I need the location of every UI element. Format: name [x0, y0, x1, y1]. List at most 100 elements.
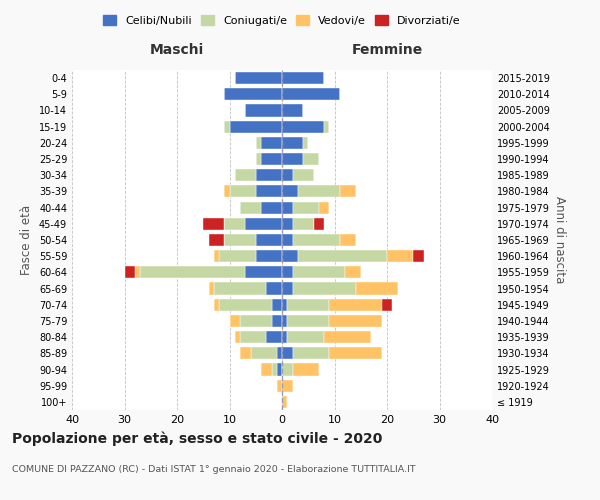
Bar — [235, 331, 240, 343]
Bar — [245, 266, 282, 278]
Bar — [282, 380, 293, 392]
Bar — [293, 364, 319, 376]
Bar — [282, 331, 287, 343]
Bar — [235, 169, 256, 181]
Bar — [256, 169, 282, 181]
Bar — [329, 298, 382, 311]
Bar — [240, 315, 271, 327]
Bar — [314, 218, 324, 230]
Bar — [256, 186, 282, 198]
Bar — [271, 364, 277, 376]
Bar — [355, 282, 398, 294]
Bar — [125, 266, 135, 278]
Bar — [345, 266, 361, 278]
Bar — [324, 331, 371, 343]
Bar — [329, 315, 382, 327]
Text: COMUNE DI PAZZANO (RC) - Dati ISTAT 1° gennaio 2020 - Elaborazione TUTTITALIA.IT: COMUNE DI PAZZANO (RC) - Dati ISTAT 1° g… — [12, 466, 416, 474]
Bar — [224, 120, 229, 132]
Bar — [340, 186, 355, 198]
Bar — [303, 153, 319, 165]
Bar — [293, 282, 355, 294]
Bar — [256, 137, 261, 149]
Legend: Celibi/Nubili, Coniugati/e, Vedovi/e, Divorziati/e: Celibi/Nubili, Coniugati/e, Vedovi/e, Di… — [99, 10, 465, 30]
Bar — [245, 218, 282, 230]
Bar — [298, 250, 387, 262]
Bar — [293, 266, 345, 278]
Bar — [240, 202, 261, 213]
Bar — [214, 298, 219, 311]
Bar — [340, 234, 355, 246]
Bar — [224, 218, 245, 230]
Bar — [266, 331, 282, 343]
Bar — [293, 348, 329, 360]
Bar — [271, 298, 282, 311]
Bar — [319, 202, 329, 213]
Text: Popolazione per età, sesso e stato civile - 2020: Popolazione per età, sesso e stato civil… — [12, 431, 382, 446]
Text: Femmine: Femmine — [352, 43, 422, 57]
Bar — [298, 186, 340, 198]
Bar — [203, 218, 224, 230]
Bar — [387, 250, 413, 262]
Bar — [287, 331, 324, 343]
Bar — [413, 250, 424, 262]
Bar — [224, 234, 256, 246]
Text: Maschi: Maschi — [150, 43, 204, 57]
Bar — [293, 169, 314, 181]
Bar — [282, 120, 324, 132]
Bar — [261, 153, 282, 165]
Bar — [282, 218, 293, 230]
Bar — [266, 282, 282, 294]
Bar — [235, 72, 282, 84]
Bar — [209, 282, 214, 294]
Bar — [282, 72, 324, 84]
Bar — [229, 120, 282, 132]
Bar — [282, 169, 293, 181]
Bar — [245, 104, 282, 117]
Bar — [287, 315, 329, 327]
Bar — [219, 298, 271, 311]
Y-axis label: Fasce di età: Fasce di età — [20, 205, 33, 275]
Bar — [303, 137, 308, 149]
Bar — [256, 153, 261, 165]
Bar — [282, 202, 293, 213]
Bar — [224, 186, 229, 198]
Bar — [135, 266, 140, 278]
Bar — [287, 298, 329, 311]
Bar — [324, 120, 329, 132]
Bar — [277, 380, 282, 392]
Bar — [140, 266, 245, 278]
Bar — [209, 234, 224, 246]
Bar — [282, 282, 293, 294]
Bar — [261, 137, 282, 149]
Bar — [282, 315, 287, 327]
Bar — [282, 396, 287, 408]
Bar — [224, 88, 282, 101]
Bar — [256, 234, 282, 246]
Bar — [282, 364, 293, 376]
Bar — [329, 348, 382, 360]
Bar — [282, 234, 293, 246]
Bar — [293, 218, 314, 230]
Bar — [214, 282, 266, 294]
Bar — [261, 202, 282, 213]
Bar — [282, 104, 303, 117]
Bar — [256, 250, 282, 262]
Bar — [282, 153, 303, 165]
Bar — [240, 331, 266, 343]
Bar — [261, 364, 271, 376]
Bar — [282, 186, 298, 198]
Bar — [277, 348, 282, 360]
Bar — [282, 348, 293, 360]
Bar — [277, 364, 282, 376]
Bar — [382, 298, 392, 311]
Bar — [282, 250, 298, 262]
Y-axis label: Anni di nascita: Anni di nascita — [553, 196, 566, 284]
Bar — [240, 348, 251, 360]
Bar — [251, 348, 277, 360]
Bar — [214, 250, 219, 262]
Bar — [229, 315, 240, 327]
Bar — [271, 315, 282, 327]
Bar — [282, 298, 287, 311]
Bar — [282, 88, 340, 101]
Bar — [219, 250, 256, 262]
